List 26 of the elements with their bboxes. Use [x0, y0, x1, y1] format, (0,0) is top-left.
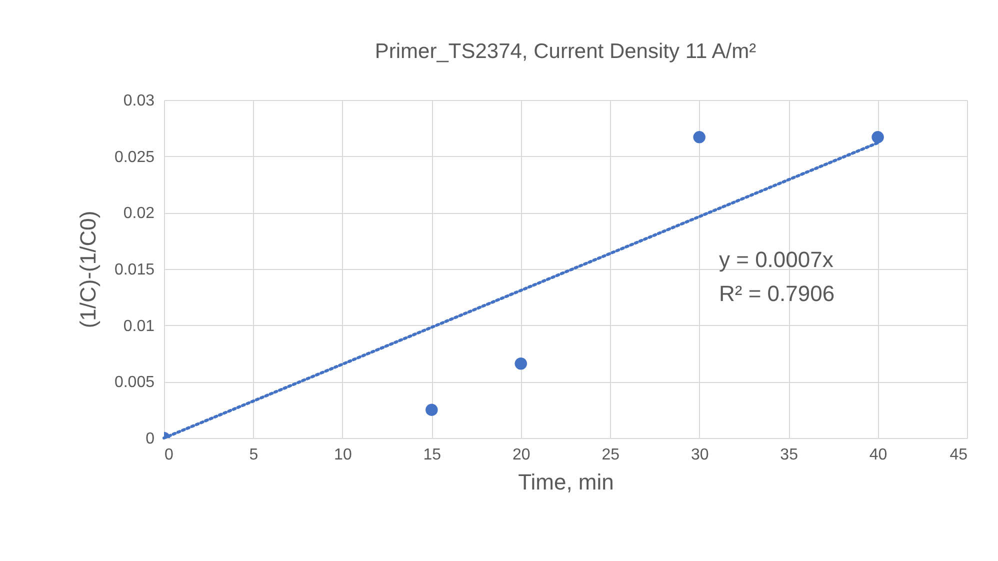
annotation: R² = 0.7906 [719, 281, 835, 306]
x-tick-label: 30 [690, 446, 709, 464]
y-tick-label: 0.03 [123, 92, 155, 110]
x-tick-label: 15 [423, 446, 442, 464]
x-tick-label: 5 [249, 446, 258, 464]
point [514, 358, 528, 370]
y-tick-label: 0.015 [114, 262, 155, 278]
y-axis-title: (1/C)-(1/C0) [75, 210, 100, 328]
x-tick-label: 20 [512, 446, 530, 464]
x-tick-label: 25 [602, 446, 620, 464]
x-tick-label: 0 [164, 446, 174, 464]
point [693, 131, 706, 144]
x-tick-label: 35 [780, 446, 798, 464]
point [426, 404, 438, 416]
y-tick-label: 0.01 [123, 318, 155, 335]
x-tick-label: 10 [334, 446, 352, 464]
y-tick-label: 0.025 [114, 148, 155, 166]
x-axis-title: Time, min [518, 470, 614, 494]
x-tick-label: 45 [950, 446, 968, 464]
annotation: y = 0.0007x [719, 247, 834, 272]
y-tick-label: 0.005 [114, 374, 155, 392]
x-tick-label: 40 [869, 446, 888, 464]
y-tick-label: 0 [146, 430, 155, 448]
point [872, 131, 884, 144]
chart-title: Primer_TS2374, Current Density 11 A/m² [374, 40, 756, 63]
y-tick-label: 0.02 [123, 205, 155, 222]
